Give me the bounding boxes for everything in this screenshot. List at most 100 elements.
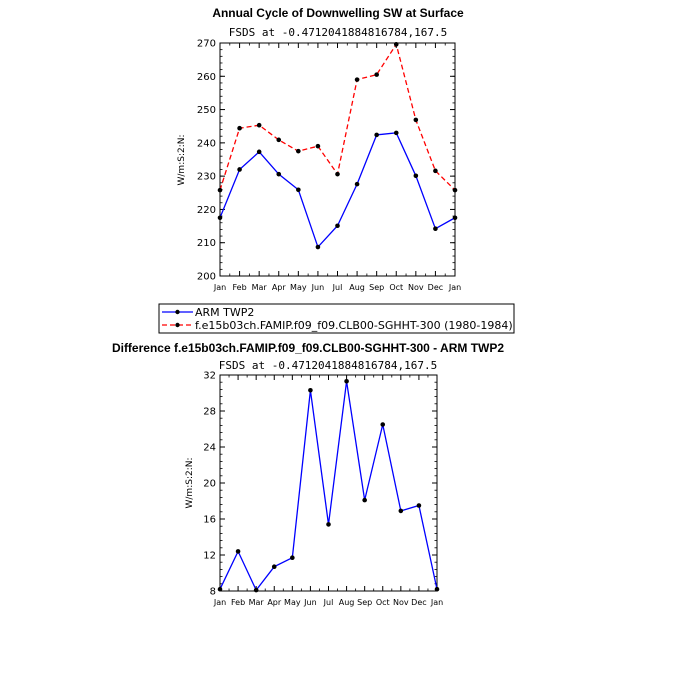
chart1-series-1-point <box>335 171 340 177</box>
chart2-series-0-point <box>362 497 367 503</box>
chart2-ytick-label: 28 <box>203 407 216 418</box>
chart1-xtick-label: Nov <box>408 283 424 292</box>
chart2-xtick-label: Jul <box>323 598 334 607</box>
chart1-xtick-label: Dec <box>428 283 443 292</box>
chart2-ylabel: W/m:S:2:N: <box>185 458 195 509</box>
chart1-series-1-point <box>217 187 223 193</box>
chart1-subtitle: FSDS at -0.4712041884816784,167.5 <box>229 26 448 39</box>
chart1-xtick-label: Sep <box>369 283 384 292</box>
chart1-series-line-1 <box>219 42 456 191</box>
chart1-series-1-point <box>433 168 438 174</box>
chart1-series-1-point <box>296 148 301 154</box>
chart1-series-0-point <box>393 130 399 136</box>
chart1-series-1-point <box>315 143 321 149</box>
chart1-ytick-label: 210 <box>197 238 216 249</box>
chart1-xtick-label: Apr <box>272 283 287 292</box>
chart2-xtick-label: Apr <box>267 598 282 607</box>
chart1-ytick-label: 270 <box>197 39 216 50</box>
chart2-xtick-label: Jan <box>213 598 226 607</box>
chart1-series-0-point <box>276 171 282 177</box>
legend-marker-model <box>175 322 180 328</box>
legend: ARM TWP2 f.e15b03ch.FAMIP.f09_f09.CLB00-… <box>158 303 515 334</box>
chart1-title: Annual Cycle of Downwelling SW at Surfac… <box>212 6 464 20</box>
chart2-title: Difference f.e15b03ch.FAMIP.f09_f09.CLB0… <box>112 341 504 355</box>
chart2-ytick-label: 8 <box>210 587 216 598</box>
chart2-ytick-label: 16 <box>203 515 216 526</box>
chart2-xtick-label: Oct <box>376 598 390 607</box>
legend-label-arm: ARM TWP2 <box>195 306 254 319</box>
chart2-series-0-point <box>253 587 259 593</box>
chart1-series-1-point <box>354 77 360 82</box>
chart1-series-1-point <box>374 72 379 77</box>
chart1-series-0-point <box>237 167 242 172</box>
chart1-xtick-label: Oct <box>389 283 403 292</box>
chart1-series-0-point <box>354 181 360 187</box>
chart2-series-0-point <box>235 549 241 554</box>
chart1-xtick-label: Jun <box>311 283 325 292</box>
chart2-xtick-label: Jan <box>430 598 443 607</box>
chart1-series-line-0 <box>219 132 456 249</box>
chart1-series-0-point <box>335 223 340 229</box>
chart1-xtick-label: Mar <box>252 283 268 292</box>
chart2-xtick-label: Sep <box>357 598 372 607</box>
chart2-ytick-label: 20 <box>203 479 216 490</box>
chart1-ytick-label: 260 <box>197 72 216 83</box>
chart2-xtick-label: Dec <box>411 598 426 607</box>
chart2-xtick-label: Jun <box>303 598 317 607</box>
chart1-ytick-label: 200 <box>197 272 216 283</box>
chart1-ytick-label: 250 <box>197 105 216 116</box>
chart1-xtick-label: Jul <box>332 283 343 292</box>
legend-marker-arm <box>175 309 180 315</box>
chart1-series-1-point <box>452 187 458 193</box>
chart1-series-1-point <box>413 117 419 123</box>
chart1-xtick-label: Aug <box>349 283 365 292</box>
chart1-ytick-label: 230 <box>197 172 216 183</box>
chart1-plot-frame <box>219 42 456 277</box>
chart1-series-0-point <box>413 173 419 179</box>
chart1-ylabel: W/m:S:2:N: <box>177 135 187 186</box>
chart1-series-1-point <box>393 42 399 47</box>
chart2-series-line-0 <box>219 381 438 592</box>
chart2-xtick-label: Feb <box>231 598 245 607</box>
chart2-xtick-label: May <box>284 598 301 607</box>
chart2-series-0-point <box>416 503 422 508</box>
chart1-series-0-point <box>374 132 379 138</box>
chart2-series-0-point <box>217 586 223 592</box>
chart2-ytick-label: 12 <box>203 551 216 562</box>
chart1-xtick-label: Jan <box>448 283 461 292</box>
chart2-ytick-label: 32 <box>203 371 216 382</box>
chart1-ytick-label: 220 <box>197 205 216 216</box>
chart1-xtick-label: Feb <box>232 283 246 292</box>
chart2-series-0-point <box>380 422 386 427</box>
chart2-series-0-point <box>290 555 295 560</box>
chart2-series-0-point <box>344 379 349 384</box>
chart1-series-1-point <box>237 125 242 131</box>
chart2-subtitle: FSDS at -0.4712041884816784,167.5 <box>219 359 438 372</box>
chart1-series-0-point <box>256 149 262 155</box>
chart2-plot-frame <box>219 374 438 592</box>
chart2-series-0-point <box>398 508 404 514</box>
chart2-xtick-label: Nov <box>393 598 409 607</box>
chart1-xtick-label: Jan <box>213 283 226 292</box>
chart1-series-1-point <box>256 122 262 128</box>
chart1-xtick-label: May <box>290 283 307 292</box>
chart1-series-1-point <box>276 137 282 143</box>
legend-box <box>158 303 515 334</box>
chart1-series-0-point <box>433 226 438 232</box>
chart2-ytick-label: 24 <box>203 443 216 454</box>
chart1-series-0-point <box>315 244 321 250</box>
chart-difference: Difference f.e15b03ch.FAMIP.f09_f09.CLB0… <box>112 341 504 607</box>
chart1-series-0-point <box>217 215 223 221</box>
chart2-series-0-point <box>271 564 277 569</box>
chart1-ytick-label: 240 <box>197 138 216 149</box>
chart1-series-0-point <box>452 215 458 221</box>
chart1-series-0-point <box>296 187 301 193</box>
chart2-xtick-label: Mar <box>249 598 265 607</box>
chart2-series-0-point <box>308 388 313 393</box>
chart2-series-0-point <box>434 586 440 592</box>
legend-label-model: f.e15b03ch.FAMIP.f09_f09.CLB00-SGHHT-300… <box>195 319 513 332</box>
chart2-series-0-point <box>326 522 331 527</box>
chart2-xtick-label: Aug <box>339 598 355 607</box>
chart-annual-cycle: Annual Cycle of Downwelling SW at Surfac… <box>177 6 464 292</box>
